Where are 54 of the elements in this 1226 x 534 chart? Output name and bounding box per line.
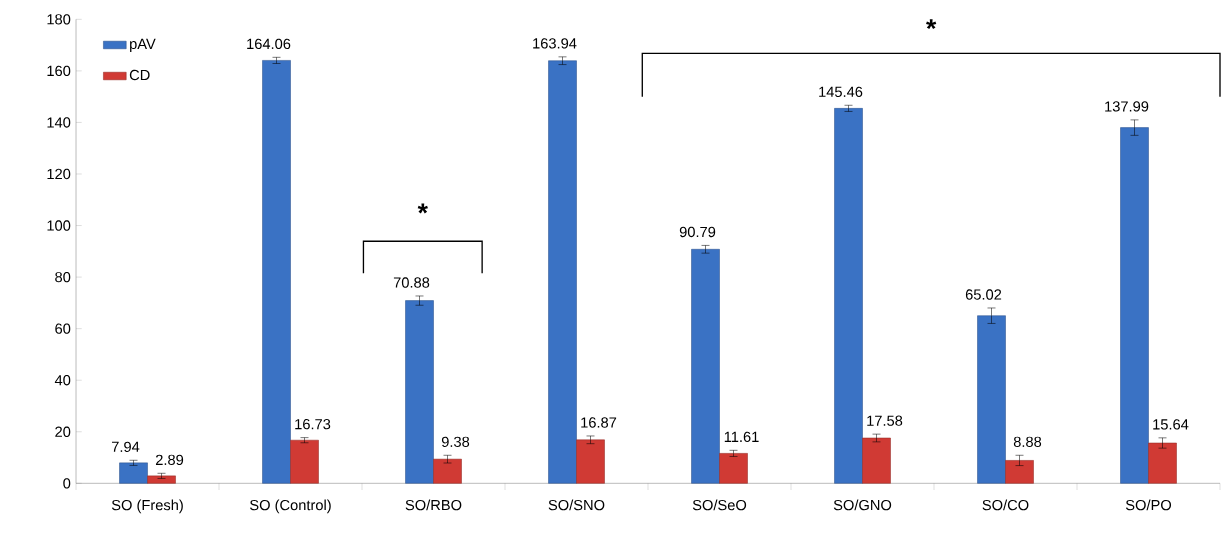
data-label: 8.88 [1013, 436, 1042, 448]
bar [576, 439, 605, 484]
bar [691, 249, 720, 484]
data-label: 65.02 [965, 289, 1002, 300]
x-tick-label: SO/SeO [692, 499, 747, 511]
y-tick-label: 120 [47, 168, 71, 180]
data-label: 163.94 [533, 38, 577, 49]
data-label: 137.99 [1105, 101, 1149, 112]
data-label: 90.79 [679, 226, 716, 238]
data-label: 2.89 [155, 454, 184, 466]
data-label: 70.88 [393, 277, 430, 288]
bar [1120, 127, 1149, 484]
y-tick-label: 180 [47, 14, 71, 25]
y-tick-label: 60 [55, 323, 71, 334]
y-tick-label: 80 [55, 271, 71, 283]
x-tick-label: SO/PO [1125, 499, 1172, 511]
legend-label: pAV [130, 38, 156, 52]
bar [977, 315, 1006, 484]
x-tick-label: SO/SNO [548, 499, 605, 511]
x-tick-label: SO/CO [982, 499, 1029, 511]
data-label: 11.61 [724, 431, 759, 443]
bar [862, 437, 891, 484]
y-tick-label: 160 [47, 65, 71, 77]
bar [834, 108, 863, 484]
bar [147, 475, 176, 484]
y-tick-label: 140 [47, 117, 71, 128]
bar [548, 60, 577, 484]
data-label: 145.46 [819, 86, 863, 97]
bar [1005, 460, 1034, 484]
data-label: 16.73 [295, 418, 331, 430]
data-label: 9.38 [441, 436, 470, 448]
y-tick-label: 100 [47, 220, 71, 231]
x-tick-label: SO (Fresh) [111, 499, 183, 514]
data-label: 7.94 [111, 441, 140, 453]
bar [433, 458, 462, 484]
y-tick-label: 0 [63, 478, 71, 489]
y-tick-label: 40 [54, 375, 71, 386]
x-tick-label: SO/GNO [833, 499, 892, 511]
x-tick-label: SO/RBO [405, 499, 462, 511]
bar [262, 60, 291, 484]
x-tick-label: SO (Control) [250, 499, 331, 514]
bar [290, 439, 319, 484]
bar [1148, 442, 1177, 484]
bar [719, 453, 748, 484]
data-label: 164.06 [247, 38, 291, 50]
y-tick-label: 20 [55, 426, 71, 437]
annotation: * [926, 19, 937, 30]
annotation: * [417, 203, 428, 214]
legend-label: CD [129, 69, 150, 81]
data-label: 15.64 [1153, 419, 1189, 430]
data-label: 16.87 [581, 417, 617, 428]
bar [119, 462, 148, 484]
bar [405, 300, 434, 484]
data-label: 17.58 [867, 415, 903, 426]
